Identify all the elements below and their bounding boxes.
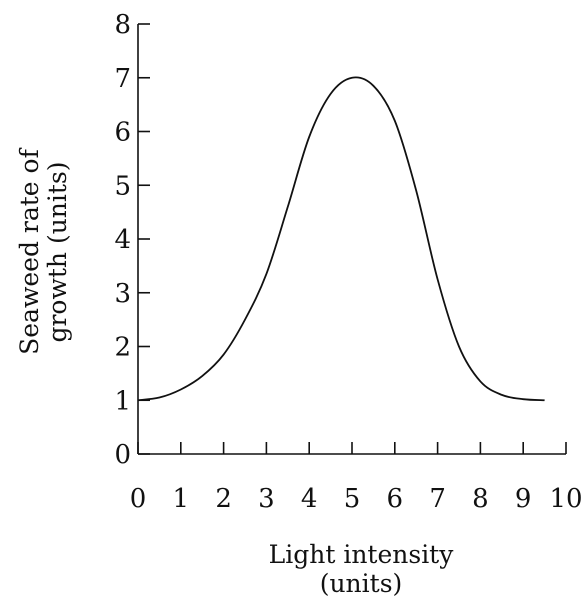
x-tick-label: 3 — [258, 484, 275, 514]
y-axis-title-line-1: Seaweed rate of — [15, 147, 44, 354]
x-tick-label: 10 — [549, 484, 582, 514]
y-tick-label: 6 — [114, 118, 131, 148]
x-tick-label: 1 — [173, 484, 190, 514]
x-tick-label: 9 — [515, 484, 532, 514]
x-ticks: 0 1 2 3 4 5 6 7 8 9 10 — [130, 442, 583, 514]
x-tick-label: 7 — [429, 484, 446, 514]
x-tick-label: 8 — [472, 484, 489, 514]
y-tick-label: 4 — [114, 225, 131, 255]
y-tick-label: 2 — [114, 333, 131, 363]
x-axis-title: Light intensity (units) — [269, 540, 455, 598]
y-axis-title: Seaweed rate of growth (units) — [15, 147, 72, 354]
growth-curve-line — [137, 76, 545, 402]
x-axis-title-line-2: (units) — [320, 569, 403, 598]
x-axis-title-line-1: Light intensity — [269, 540, 455, 569]
x-tick-label: 0 — [130, 484, 147, 514]
y-ticks: 0 1 2 3 4 5 6 7 8 — [114, 10, 150, 470]
x-tick-label: 2 — [215, 484, 232, 514]
x-tick-label: 5 — [344, 484, 361, 514]
y-tick-label: 7 — [114, 64, 131, 94]
y-tick-label: 5 — [114, 171, 131, 201]
x-tick-label: 6 — [387, 484, 404, 514]
y-tick-label: 3 — [114, 279, 131, 309]
y-tick-label: 8 — [114, 10, 131, 40]
y-tick-label: 1 — [114, 386, 131, 416]
x-tick-label: 4 — [301, 484, 318, 514]
y-axis-title-line-2: growth (units) — [43, 161, 72, 342]
y-tick-label: 0 — [114, 440, 131, 470]
